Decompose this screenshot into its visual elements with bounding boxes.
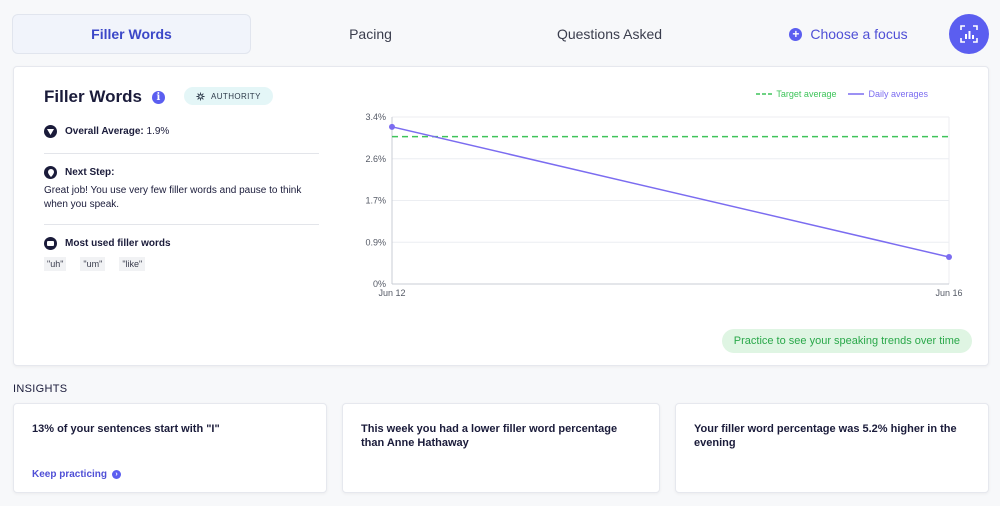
insight-card: 13% of your sentences start with "I" Kee… [13,403,327,493]
keep-practicing-link[interactable]: Keep practicing › [32,469,122,480]
overall-average: Overall Average: 1.9% [44,125,169,138]
arrow-right-icon: › [112,470,122,479]
scan-button[interactable] [949,14,989,54]
y-tick-label: 2.6% [365,154,386,164]
y-tick-label: 1.7% [365,196,386,206]
keep-practicing-label: Keep practicing [32,469,108,480]
filler-trend-chart: 0% 0.9% 1.7% 2.6% 3.4% Jun 12 Jun 16 [365,112,962,298]
next-step-label: Next Step: [65,167,115,178]
solid-line-icon [848,93,865,95]
info-icon[interactable]: i [151,90,165,104]
insight-card: Your filler word percentage was 5.2% hig… [675,403,989,493]
y-tick-label: 3.4% [365,112,386,122]
daily-average-point[interactable] [946,253,952,260]
insights-heading: INSIGHTS [13,383,68,395]
daily-averages-line [391,126,950,258]
insight-text: Your filler word percentage was 5.2% hig… [694,423,957,449]
legend-daily-label: Daily averages [868,89,928,99]
title-row: Filler Words i [44,87,165,107]
y-tick-label: 0% [373,279,386,289]
divider [44,153,319,154]
legend-daily: Daily averages [848,89,928,99]
next-step: Next Step: [44,166,114,179]
legend-target-label: Target average [776,89,837,99]
gear-icon [196,91,205,101]
most-used-filler-words: Most used filler words [44,237,171,250]
practice-banner[interactable]: Practice to see your speaking trends ove… [721,329,972,353]
filler-word-chip: "like" [119,257,146,271]
focus-tabbar: Filler Words Pacing Questions Asked + Ch… [12,14,988,54]
insight-card: This week you had a lower filler word pe… [342,403,660,493]
divider [44,224,319,225]
x-tick-label: Jun 12 [378,288,405,298]
insight-text: 13% of your sentences start with "I" [32,423,220,435]
overall-value: 1.9% [146,126,170,137]
dashed-line-icon [756,93,773,95]
filler-word-chips: "uh" "um" "like" [44,257,146,271]
daily-average-point[interactable] [389,123,395,130]
tab-choose-focus[interactable]: + Choose a focus [729,14,968,54]
page-title: Filler Words [44,87,142,106]
filter-icon [44,125,57,138]
scan-chart-icon [960,25,978,43]
overall-label: Overall Average: [65,126,144,137]
chat-icon [44,237,57,250]
tab-questions-asked[interactable]: Questions Asked [556,26,663,42]
location-pin-icon [44,166,57,179]
y-tick-label: 0.9% [365,237,386,247]
chart-legend: Target average Daily averages [756,89,928,99]
tab-pacing[interactable]: Pacing [349,26,392,42]
most-used-label: Most used filler words [65,238,171,249]
authority-tag: AUTHORITY [184,87,273,105]
next-step-text: Great job! You use very few filler words… [44,185,302,210]
insight-text: This week you had a lower filler word pe… [361,423,618,449]
filler-word-chip: "um" [80,257,106,271]
tab-filler-words[interactable]: Filler Words [12,14,251,54]
filler-words-card: Filler Words i AUTHORITY Overall Average… [13,66,989,366]
x-tick-label: Jun 16 [935,288,962,298]
tag-label: AUTHORITY [211,91,261,101]
filler-word-chip: "uh" [44,257,67,271]
plus-icon: + [789,27,803,41]
legend-target: Target average [756,89,836,99]
choose-focus-label: Choose a focus [810,26,908,42]
